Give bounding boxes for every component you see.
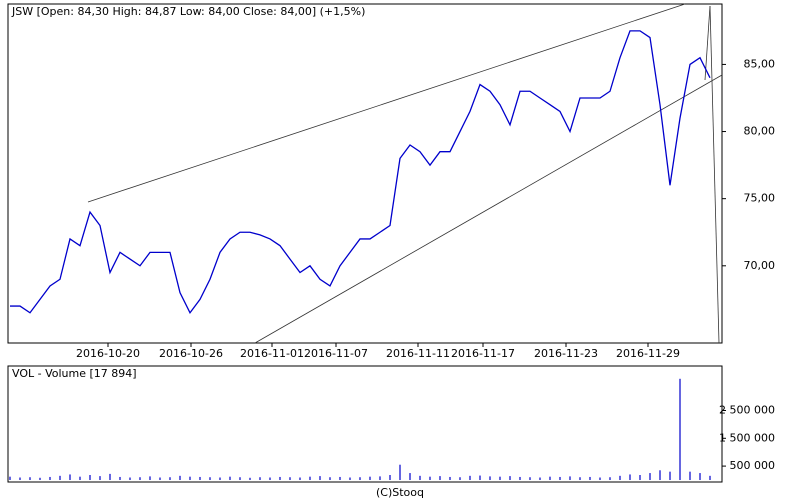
price-panel (7, 3, 723, 344)
y-tick-label: 1 500 000 (719, 431, 775, 444)
x-tick-label: 2016-11-11 (386, 347, 450, 360)
y-tick-label: 85,00 (744, 57, 776, 70)
y-tick-label: 500 000 (730, 459, 776, 472)
y-tick-label: 75,00 (744, 192, 776, 205)
y-tick-label: 80,00 (744, 125, 776, 138)
x-tick-label: 2016-11-29 (616, 347, 680, 360)
x-tick-label: 2016-10-20 (76, 347, 140, 360)
y-tick-label: 2 500 000 (719, 403, 775, 416)
volume-title: VOL - Volume [17 894] (12, 367, 137, 380)
x-tick-label: 2016-11-17 (451, 347, 515, 360)
x-tick-label: 2016-11-07 (304, 347, 368, 360)
volume-panel (7, 365, 723, 483)
price-title: JSW [Open: 84,30 High: 84,87 Low: 84,00 … (11, 5, 365, 18)
price-line (10, 30, 711, 315)
x-tick-label: 2016-11-01 (240, 347, 304, 360)
trend-lines (87, 3, 723, 344)
y-tick-label: 70,00 (744, 259, 776, 272)
x-tick-label: 2016-11-23 (534, 347, 598, 360)
x-tick-label: 2016-10-26 (159, 347, 223, 360)
credit: (C)Stooq (376, 486, 424, 499)
